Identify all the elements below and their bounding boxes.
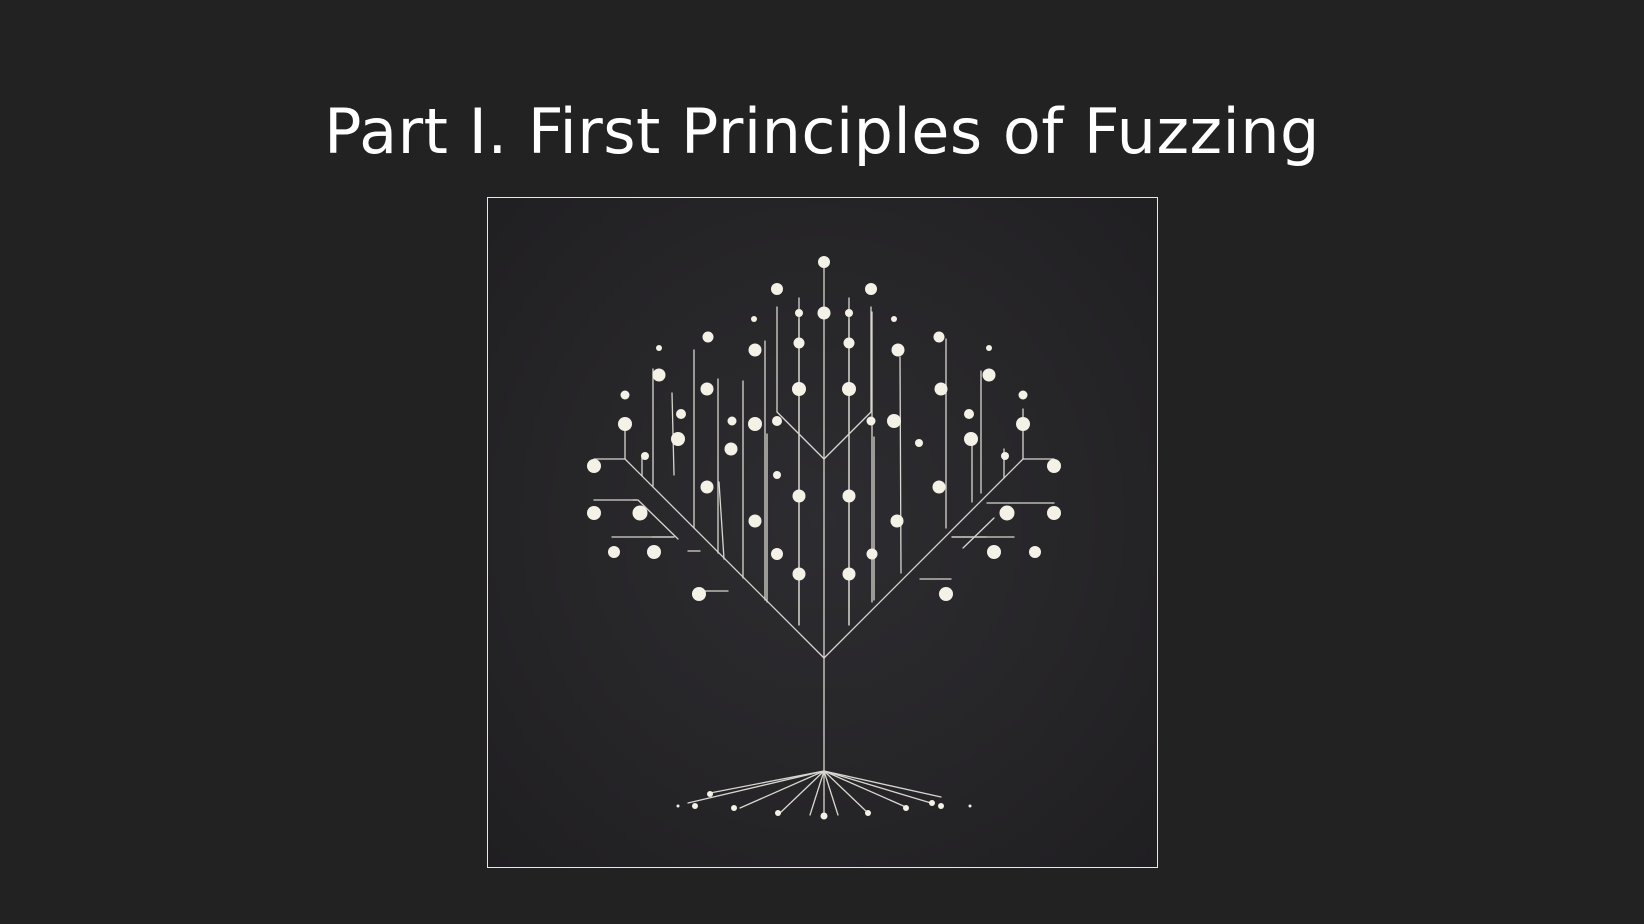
tree-branch-line: [709, 770, 825, 794]
tree-node-dot: [795, 309, 803, 317]
tree-node-dot: [843, 337, 855, 349]
tree-node-dot: [751, 316, 757, 322]
tree-node-dot: [772, 416, 782, 426]
tree-node-dot: [939, 587, 953, 601]
tree-node-dot: [587, 459, 601, 473]
tree-node-dot: [792, 382, 806, 396]
tree-node-dot: [771, 283, 783, 295]
tree-node-dot: [632, 505, 648, 521]
tree-node-dot: [587, 506, 601, 520]
tree-branch-line: [809, 770, 825, 816]
tree-node-dot: [1029, 546, 1041, 558]
tree-node-dot: [731, 805, 737, 811]
tree-branch-line: [962, 517, 995, 549]
tree-branch-line: [739, 770, 825, 809]
tree-node-dot: [748, 417, 762, 431]
tree-node-dot: [748, 514, 762, 528]
tree-node-dot: [964, 409, 974, 419]
tree-node-dot: [727, 416, 737, 426]
tree-node-dot: [692, 803, 698, 809]
tree-branch-line: [718, 481, 725, 560]
tree-node-dot: [641, 452, 649, 460]
tree-node-dot: [817, 306, 831, 320]
tree-node-dot: [842, 567, 856, 581]
tree-node-dot: [915, 439, 923, 447]
tree-node-dot: [652, 368, 666, 382]
tree-node-dot: [700, 480, 714, 494]
tree-node-dot: [656, 345, 662, 351]
tree-node-dot: [773, 471, 781, 479]
tree-node-dot: [865, 810, 871, 816]
tree-node-dot: [676, 804, 680, 808]
tree-node-dot: [702, 331, 714, 343]
tree-node-dot: [793, 337, 805, 349]
tree-node-dot: [1001, 452, 1009, 460]
tree-node-dot: [987, 545, 1001, 559]
tree-node-dot: [608, 546, 620, 558]
tree-branch-line: [899, 356, 902, 574]
tree-node-dot: [845, 309, 853, 317]
tree-branch-line: [823, 458, 1024, 659]
tree-node-dot: [903, 805, 909, 811]
tree-node-dot: [724, 442, 738, 456]
tree-node-dot: [700, 382, 714, 396]
tree-branch-line: [823, 770, 942, 798]
tree-node-dot: [842, 489, 856, 503]
tree-node-dot: [775, 810, 781, 816]
tree-node-dot: [771, 548, 783, 560]
tree-node-dot: [1047, 459, 1061, 473]
tree-branch-line: [823, 770, 909, 809]
tree-branch-line: [671, 392, 675, 476]
tree-node-dot: [707, 791, 713, 797]
tree-node-dot: [938, 803, 944, 809]
tree-node-dot: [647, 545, 661, 559]
tree-node-dot: [676, 409, 686, 419]
tree-node-dot: [887, 414, 901, 428]
tree-node-dot: [891, 316, 897, 322]
tree-node-dot: [1016, 417, 1030, 431]
tree-node-dot: [1047, 506, 1061, 520]
tree-branch-line: [779, 770, 825, 814]
tree-branch-line: [687, 770, 825, 804]
tree-branch-line: [823, 770, 932, 804]
tree-branch-line: [823, 770, 869, 814]
slide-title: Part I. First Principles of Fuzzing: [324, 95, 1320, 168]
tree-node-dot: [982, 368, 996, 382]
tree-node-dot: [929, 800, 935, 806]
tree-node-dot: [792, 489, 806, 503]
tree-node-dot: [932, 480, 946, 494]
tree-node-dot: [986, 345, 992, 351]
tree-node-dot: [890, 514, 904, 528]
tree-icon: [587, 256, 1061, 820]
tree-branch-line: [776, 411, 825, 460]
tree-node-dot: [792, 567, 806, 581]
tree-node-dot: [618, 417, 632, 431]
tree-illustration-frame: [487, 197, 1158, 868]
tree-node-dot: [933, 331, 945, 343]
tree-node-dot: [748, 343, 762, 357]
tree-node-dot: [891, 343, 905, 357]
tree-node-dot: [934, 382, 948, 396]
tree-node-dot: [620, 390, 630, 400]
tree-node-dot: [671, 432, 685, 446]
tree-node-dot: [820, 812, 828, 820]
tree-node-dot: [999, 505, 1015, 521]
tree-branch-line: [823, 770, 839, 816]
tree-node-dot: [866, 548, 878, 560]
tree-node-dot: [818, 256, 830, 268]
tree-node-dot: [865, 283, 877, 295]
tree-node-dot: [866, 416, 876, 426]
tree-node-dot: [964, 432, 978, 446]
tree-branch-line: [637, 499, 679, 540]
tree-node-dot: [692, 587, 706, 601]
tree-node-dot: [968, 804, 972, 808]
tree-branch-line: [823, 411, 872, 460]
tree-node-dot: [1018, 390, 1028, 400]
tree-node-dot: [842, 382, 856, 396]
